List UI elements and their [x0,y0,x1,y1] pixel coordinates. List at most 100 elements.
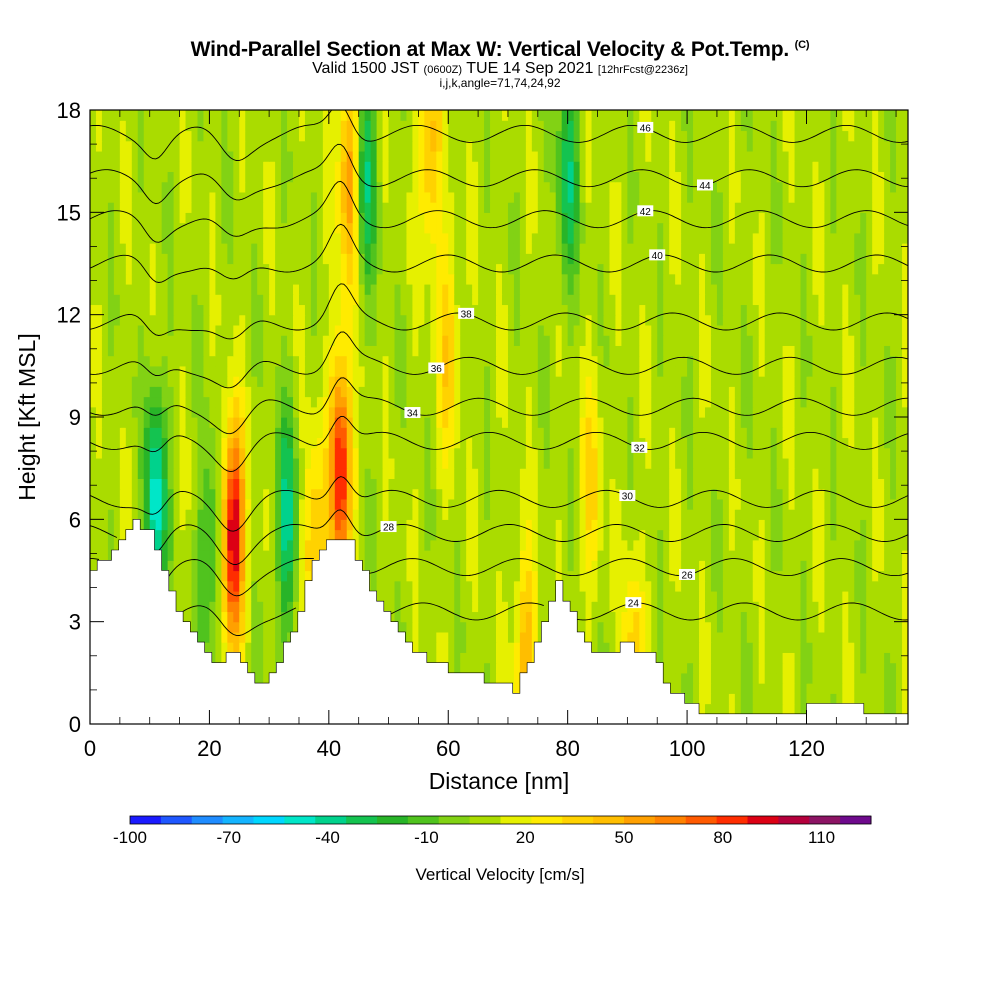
w-cell-31-44 [352,396,360,408]
w-cell-22-29 [263,488,270,500]
w-cell-14-120 [806,570,814,582]
w-cell-13-57 [430,580,437,592]
w-cell-33-38 [316,376,324,387]
w-cell-25-27 [251,457,258,469]
w-cell-4-105 [716,672,724,684]
w-cell-31-73 [525,396,533,408]
w-cell-28-29 [263,427,270,439]
w-cell-27-38 [316,437,324,449]
w-cell-32-50 [388,386,396,398]
w-cell-32-11 [155,386,163,398]
w-cell-30-43 [346,406,354,418]
w-cell-34-68 [496,365,503,377]
w-cell-28-132 [878,427,885,439]
w-cell-14-96 [663,570,670,582]
w-cell-22-94 [651,488,658,500]
field-row-27 [90,437,908,449]
w-cell-6-27 [251,652,258,664]
w-cell-35-86 [603,355,611,367]
w-cell-5-126 [842,662,849,674]
w-cell-30-73 [525,406,533,418]
w-cell-14-71 [513,570,521,582]
w-cell-3-127 [848,683,855,694]
w-cell-12-18 [197,590,205,602]
w-cell-33-7 [131,376,139,387]
w-cell-19-66 [484,519,491,531]
w-cell-21-43 [346,498,354,510]
w-cell-25-105 [716,457,724,469]
w-cell-6-66 [484,652,491,664]
w-cell-19-32 [281,519,288,531]
w-cell-20-46 [364,509,372,520]
w-cell-28-38 [316,427,324,439]
w-cell-27-18 [197,437,205,449]
w-cell-34-36 [304,365,312,377]
w-cell-32-92 [639,386,646,398]
w-cell-12-134 [890,590,897,602]
w-cell-17-75 [537,539,545,551]
w-cell-4-106 [722,672,730,684]
w-cell-12-73 [525,590,533,602]
w-cell-33-21 [215,376,222,387]
w-cell-12-129 [860,590,867,602]
w-cell-4-127 [848,672,855,684]
w-cell-29-85 [597,417,605,428]
w-cell-33-37 [310,376,318,387]
w-cell-32-72 [519,386,527,398]
w-cell-31-83 [585,396,593,408]
w-cell-13-77 [549,580,557,592]
w-cell-19-103 [704,519,712,531]
w-cell-10-50 [388,611,396,623]
w-cell-30-4 [113,406,121,418]
w-cell-29-7 [131,417,139,428]
w-cell-29-62 [460,417,467,428]
w-cell-12-59 [442,590,449,602]
w-cell-14-28 [257,570,264,582]
w-cell-26-44 [352,447,360,459]
w-cell-13-54 [412,580,419,592]
w-cell-24-93 [645,468,652,479]
w-cell-26-7 [131,447,139,459]
w-cell-29-130 [866,417,873,428]
w-cell-15-129 [860,560,867,572]
w-cell-26-126 [842,447,849,459]
w-cell-23-135 [896,478,903,490]
w-cell-10-68 [496,611,503,623]
w-cell-23-44 [352,478,360,490]
w-cell-19-56 [424,519,431,531]
w-cell-23-90 [627,478,634,490]
w-cell-32-83 [585,386,593,398]
w-cell-18-106 [722,529,730,541]
w-cell-29-99 [681,417,688,428]
w-cell-20-125 [836,509,843,520]
w-cell-28-100 [687,427,694,439]
w-cell-22-48 [376,488,384,500]
w-cell-12-88 [615,590,622,602]
w-cell-22-45 [358,488,366,500]
w-cell-17-101 [693,539,700,551]
w-cell-28-33 [287,427,294,439]
w-cell-12-22 [221,590,228,602]
w-cell-35-74 [531,355,539,367]
w-cell-9-119 [800,621,808,633]
w-cell-13-130 [866,580,873,592]
w-cell-29-25 [239,417,246,428]
w-cell-26-21 [215,447,222,459]
w-cell-23-126 [842,478,849,490]
w-cell-17-18 [197,539,205,551]
w-cell-18-29 [263,529,270,541]
w-cell-10-76 [543,611,551,623]
w-cell-22-56 [424,488,431,500]
w-cell-29-82 [579,417,587,428]
w-cell-14-32 [281,570,288,582]
w-cell-20-54 [412,509,419,520]
w-cell-16-119 [800,550,808,561]
w-cell-22-4 [113,488,121,500]
w-cell-31-112 [758,396,766,408]
w-cell-2-129 [860,693,867,705]
w-cell-32-53 [406,386,414,398]
w-cell-2-135 [896,693,903,705]
w-cell-24-31 [275,468,282,479]
w-cell-9-70 [507,621,515,633]
w-cell-13-100 [687,580,694,592]
